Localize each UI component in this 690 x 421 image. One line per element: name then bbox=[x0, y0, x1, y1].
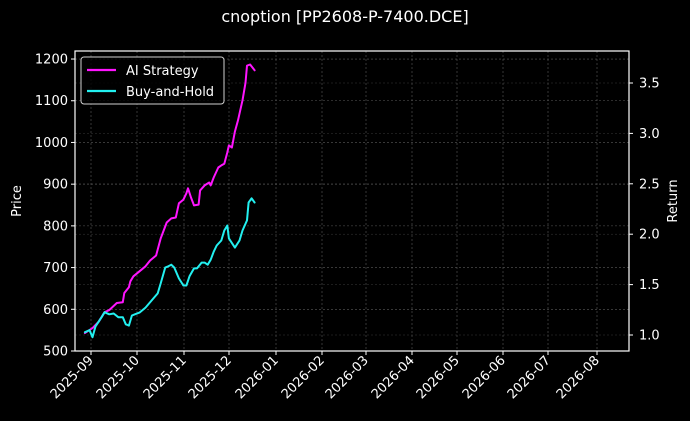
left-tick-label: 1100 bbox=[35, 94, 68, 109]
right-y-axis: 1.0 1.5 2.0 2.5 3.0 3.5 bbox=[629, 77, 660, 344]
right-tick-label: 3.5 bbox=[639, 77, 660, 92]
buy-and-hold-line bbox=[83, 197, 256, 339]
left-tick-label: 700 bbox=[43, 261, 68, 276]
x-tick-label: 2026-06 bbox=[460, 353, 509, 402]
left-tick-label: 800 bbox=[43, 219, 68, 234]
x-tick-label: 2026-04 bbox=[369, 353, 418, 402]
x-tick-label: 2026-02 bbox=[279, 353, 328, 402]
right-tick-label: 1.5 bbox=[639, 278, 660, 293]
left-axis-label: Price bbox=[10, 185, 25, 217]
x-tick-label: 2026-01 bbox=[233, 353, 282, 402]
x-tick-label: 2025-10 bbox=[94, 353, 143, 402]
left-tick-label: 1200 bbox=[35, 53, 68, 68]
legend-label: Buy-and-Hold bbox=[126, 85, 214, 100]
x-tick-label: 2025-09 bbox=[48, 353, 97, 402]
x-tick-label: 2026-05 bbox=[414, 353, 463, 402]
left-tick-label: 1000 bbox=[35, 136, 68, 151]
right-tick-label: 2.5 bbox=[639, 177, 660, 192]
ai-strategy-line bbox=[83, 63, 256, 335]
left-tick-label: 600 bbox=[43, 303, 68, 318]
plot-frame bbox=[74, 50, 630, 352]
x-tick-label: 2025-11 bbox=[141, 353, 190, 402]
legend: AI Strategy Buy-and-Hold bbox=[80, 56, 225, 105]
x-tick-label: 2025-12 bbox=[186, 353, 235, 402]
x-tick-label: 2026-08 bbox=[554, 353, 603, 402]
right-axis-label: Return bbox=[666, 179, 681, 222]
x-tick-label: 2026-07 bbox=[505, 353, 554, 402]
x-axis: 2025-092025-102025-112025-122026-012026-… bbox=[48, 351, 603, 402]
left-tick-label: 900 bbox=[43, 178, 68, 193]
right-tick-label: 1.0 bbox=[639, 329, 660, 344]
right-tick-label: 2.0 bbox=[639, 228, 660, 243]
legend-label: AI Strategy bbox=[126, 64, 199, 79]
left-tick-label: 500 bbox=[43, 345, 68, 360]
chart-title: cnoption [PP2608-P-7400.DCE] bbox=[221, 7, 469, 26]
x-tick-label: 2026-03 bbox=[323, 353, 372, 402]
left-y-axis: 500 600 700 800 900 1000 1100 1200 bbox=[35, 53, 75, 360]
right-tick-label: 3.0 bbox=[639, 127, 660, 142]
